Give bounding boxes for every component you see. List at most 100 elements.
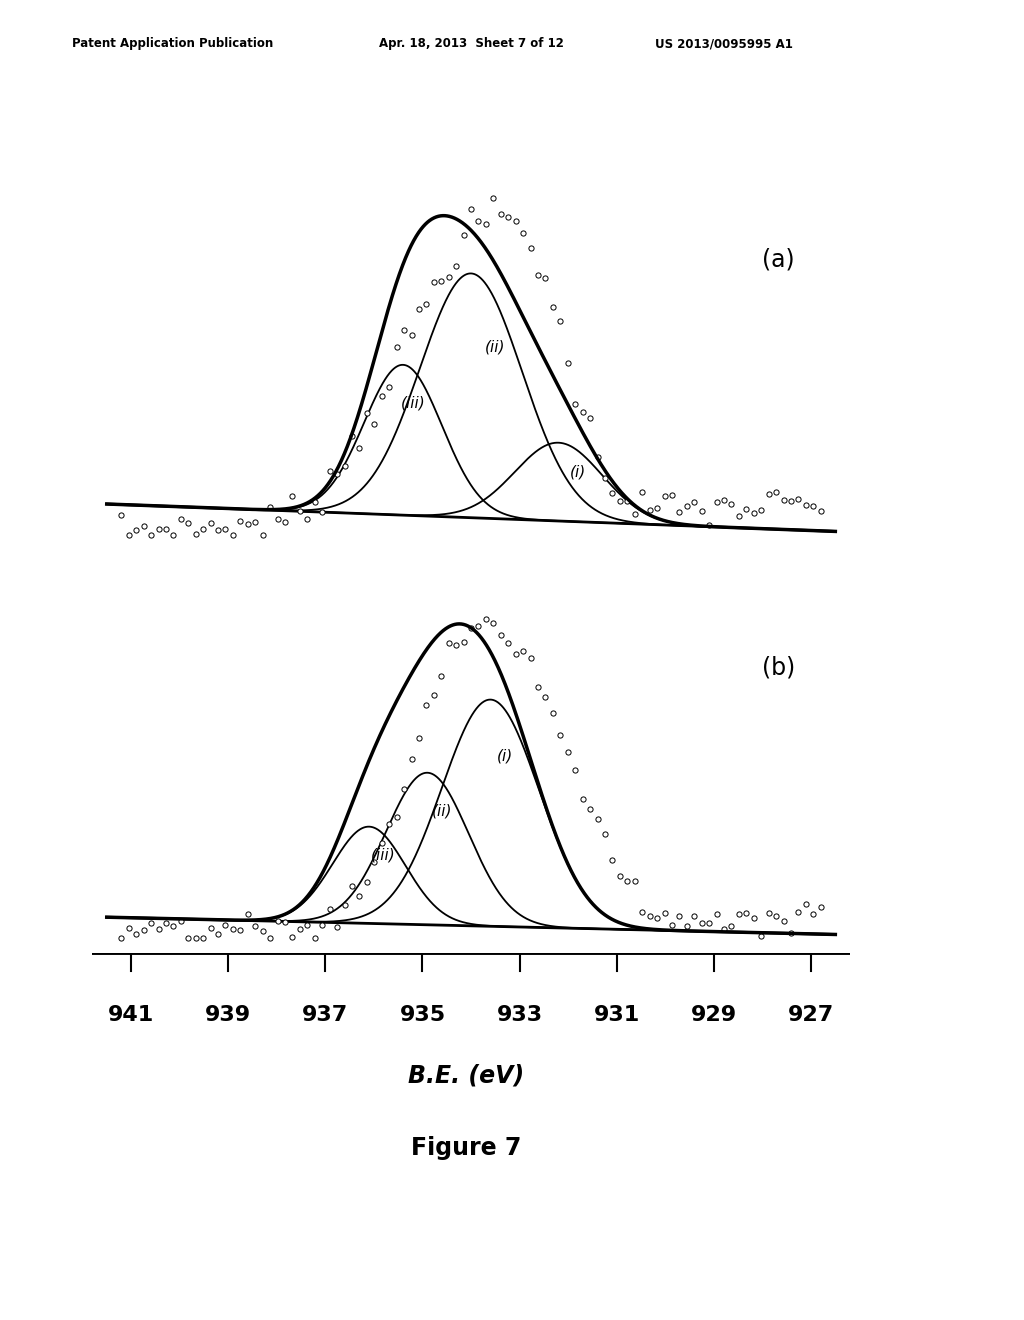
Point <box>738 903 755 924</box>
Point <box>485 612 502 634</box>
Point <box>545 297 561 318</box>
Point <box>493 203 509 224</box>
Point <box>604 483 621 504</box>
Text: (ii): (ii) <box>432 804 453 818</box>
Point <box>232 920 249 941</box>
Point <box>522 238 539 259</box>
Point <box>247 916 263 937</box>
Point <box>463 618 479 639</box>
Point <box>582 799 598 820</box>
Point <box>500 206 516 227</box>
Point <box>798 495 814 516</box>
Point <box>590 446 606 467</box>
Point <box>470 615 486 636</box>
Point <box>217 913 233 935</box>
Point <box>745 502 762 523</box>
Point <box>574 401 591 422</box>
Text: B.E. (eV): B.E. (eV) <box>408 1064 524 1088</box>
Point <box>285 486 301 507</box>
Point <box>240 904 256 925</box>
Point <box>329 917 345 939</box>
Point <box>679 496 695 517</box>
Point <box>538 267 554 288</box>
Point <box>641 500 657 521</box>
Point <box>367 413 383 434</box>
Point <box>709 492 725 513</box>
Point <box>165 524 181 545</box>
Text: (a): (a) <box>763 248 795 272</box>
Point <box>262 928 279 949</box>
Point <box>306 928 323 949</box>
Point <box>545 702 561 723</box>
Text: (i): (i) <box>569 465 586 479</box>
Point <box>627 503 643 524</box>
Point <box>508 210 524 231</box>
Point <box>782 923 799 944</box>
Point <box>396 319 413 341</box>
Text: Apr. 18, 2013  Sheet 7 of 12: Apr. 18, 2013 Sheet 7 of 12 <box>379 37 564 50</box>
Point <box>515 223 531 244</box>
Point <box>805 903 821 924</box>
Point <box>240 513 256 535</box>
Point <box>151 919 167 940</box>
Point <box>426 684 442 705</box>
Point <box>508 643 524 664</box>
Point <box>671 502 687 523</box>
Point <box>388 807 404 828</box>
Point <box>447 635 464 656</box>
Point <box>813 896 829 917</box>
Point <box>322 461 338 482</box>
Point <box>791 902 807 923</box>
Point <box>433 665 450 686</box>
Point <box>538 686 554 708</box>
Point <box>299 915 315 936</box>
Point <box>559 352 575 374</box>
Point <box>567 759 584 780</box>
Point <box>128 520 144 541</box>
Text: 927: 927 <box>787 1005 835 1026</box>
Text: 931: 931 <box>594 1005 640 1026</box>
Text: 939: 939 <box>205 1005 251 1026</box>
Point <box>798 894 814 915</box>
Point <box>113 504 129 525</box>
Point <box>336 895 352 916</box>
Point <box>656 902 673 923</box>
Point <box>456 631 472 652</box>
Point <box>285 927 301 948</box>
Text: US 2013/0095995 A1: US 2013/0095995 A1 <box>655 37 794 50</box>
Point <box>269 911 286 932</box>
Point <box>522 647 539 668</box>
Point <box>344 425 360 446</box>
Point <box>173 508 189 529</box>
Point <box>306 492 323 513</box>
Point <box>195 519 211 540</box>
Point <box>210 519 226 540</box>
Point <box>299 508 315 529</box>
Point <box>620 491 636 512</box>
Point <box>143 912 160 933</box>
Point <box>232 511 249 532</box>
Point <box>478 214 495 235</box>
Point <box>210 923 226 944</box>
Point <box>158 519 174 540</box>
Point <box>552 725 568 746</box>
Point <box>351 886 368 907</box>
Point <box>418 694 434 715</box>
Point <box>775 490 792 511</box>
Text: Figure 7: Figure 7 <box>411 1137 521 1160</box>
Point <box>113 928 129 949</box>
Point <box>180 928 197 949</box>
Point <box>782 490 799 511</box>
Point <box>723 494 739 515</box>
Text: (iii): (iii) <box>372 847 396 863</box>
Point <box>775 911 792 932</box>
Text: Patent Application Publication: Patent Application Publication <box>72 37 273 50</box>
Point <box>590 809 606 830</box>
Text: (ii): (ii) <box>485 339 506 355</box>
Point <box>173 911 189 932</box>
Point <box>634 902 650 923</box>
Point <box>664 915 680 936</box>
Point <box>381 376 397 397</box>
Point <box>255 524 271 545</box>
Point <box>634 482 650 503</box>
